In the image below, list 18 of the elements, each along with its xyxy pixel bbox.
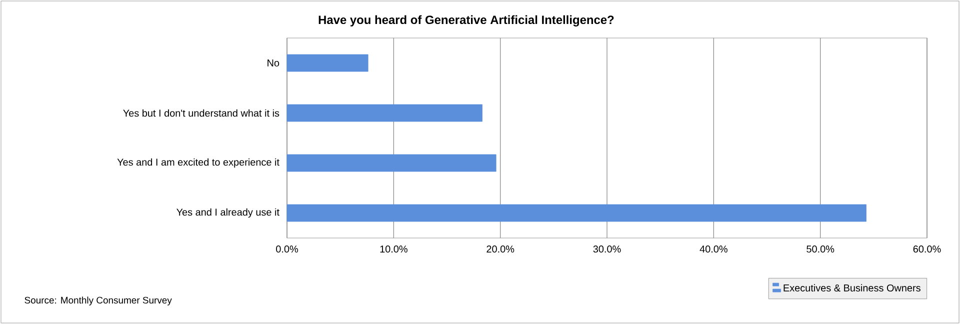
x-tick-label: 40.0% bbox=[700, 246, 728, 253]
x-tick-label: 0.0% bbox=[276, 246, 298, 253]
x-tick-label: 50.0% bbox=[806, 246, 834, 253]
bar bbox=[286, 54, 368, 72]
x-tick-label: 10.0% bbox=[380, 246, 408, 253]
legend-label: Executives & Business Owners bbox=[784, 284, 920, 292]
chart-title: Have you heard of Generative Artificial Intelligence? bbox=[318, 15, 614, 26]
source-note: Source: Monthly Consumer Survey bbox=[24, 296, 172, 306]
y-tick-label: No bbox=[268, 60, 280, 66]
y-tick-label: Yes and I already use it bbox=[176, 208, 280, 218]
x-tick-label: 60.0% bbox=[913, 246, 941, 253]
y-tick-label: Yes but I don't understand what it is bbox=[123, 109, 280, 117]
bar bbox=[286, 104, 482, 122]
bar bbox=[286, 154, 496, 172]
x-tick-label: 20.0% bbox=[486, 246, 514, 253]
bar bbox=[286, 204, 866, 222]
x-tick-label: 30.0% bbox=[593, 246, 621, 253]
y-tick-label: Yes and I am excited to experience it bbox=[117, 158, 280, 168]
